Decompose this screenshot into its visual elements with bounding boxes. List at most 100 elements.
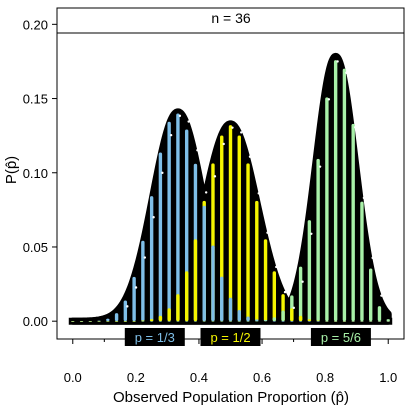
envelope-dot [336,60,339,63]
bar-k20-top [246,163,250,322]
envelope-dot [310,232,313,235]
y-tick-label: 0.10 [23,166,48,181]
bar-k16-inner [211,245,215,322]
bar-k23-inner [272,321,277,322]
bar-k24-inner [281,321,285,322]
envelope-dot [301,280,304,283]
bar-k11-inner [167,321,171,322]
envelope-dot [143,256,147,259]
bar-k27-inner [307,321,312,322]
bar-k11-top [167,121,171,322]
x-axis-label: Observed Population Proportion (p̂) [113,389,349,406]
bar-k28-inner [316,320,320,322]
bar-k7-inner [132,321,136,322]
bar-k23-top [272,271,277,322]
envelope-dot [362,196,366,200]
bar-k12-inner [176,321,180,322]
bar-k2-inner [88,321,92,322]
envelope-dot [222,142,225,146]
y-tick-label: 0.00 [23,314,48,329]
bar-k26-inner [298,315,303,322]
bar-k30-inner [333,321,338,322]
y-tick-label: 0.20 [23,17,48,32]
bar-k15-inner [202,321,206,322]
bar-k3-top [97,320,101,322]
envelope-dot [152,216,155,219]
bar-k21-inner [255,320,259,322]
y-tick-label: 0.05 [23,240,48,255]
bar-k19-inner [237,310,241,322]
envelope-dot [327,98,331,101]
bar-k22-top [263,239,268,322]
envelope-dot [275,265,278,269]
envelope-dot [380,294,383,297]
bar-k34-top [369,268,373,322]
bar-k7-top [132,276,136,322]
bar-k21-top [255,200,259,322]
bar-k25-inner [290,308,294,322]
plot-area: 0.00 0.05 0.10 0.15 0.20 0.0 0.2 0.4 0.6 0.8 1.0 p … [23,7,405,385]
bar-k17-inner [220,321,224,322]
bar-k21-inner [255,319,259,322]
bar-k28-inner [316,321,320,322]
bar-k18-inner [228,321,233,322]
bar-k36-top [386,319,390,322]
bar-k31-inner [342,321,347,322]
bar-k27-inner [307,319,312,322]
bar-k15-inner [202,205,206,322]
envelope-dot [187,120,190,123]
bar-k10-top [158,152,163,322]
x-tick-label: 0.6 [253,370,271,385]
bar-k10-inner [158,315,163,322]
bar-k34-inner [369,321,373,322]
bar-k4-inner [106,321,110,322]
bar-k19-top [237,135,241,322]
x-tick-label: 0.0 [64,370,82,385]
bar-k32-top [351,123,355,322]
x-tick-label: 0.4 [190,370,208,385]
envelope-dot [169,133,173,137]
legend-label: p = 1/2 [210,330,250,345]
chart-labels: n = 36 Observed Population Proportion (p… [3,10,349,406]
bar-k31-top [342,68,347,322]
bar-k8-inner [141,320,145,322]
bar-k11-inner [167,308,171,322]
envelope-dot [345,71,348,75]
envelope-dot [126,305,129,308]
envelope-dot [134,286,138,289]
envelope-dot [213,175,217,178]
bar-k16-inner [211,321,215,322]
bar-k24-inner [281,310,285,322]
x-tick-label: 0.8 [316,370,334,385]
bar-k5-top [114,313,119,322]
bar-k23-inner [272,317,277,322]
bar-k35-inner [377,321,382,322]
bar-k4-top [106,318,110,322]
bar-k3-inner [97,321,101,322]
bar-k26-inner [298,321,303,322]
bar-k22-inner [263,320,268,322]
bar-k9-inner [149,319,154,322]
bar-k28-top [316,158,320,322]
envelope-dot [231,126,234,129]
bar-k13-inner [184,321,189,322]
bar-k17-inner [220,276,224,322]
bar-k33-inner [360,321,364,322]
bar-k14-inner [193,321,198,322]
chart-title: n = 36 [211,10,251,26]
bar-k26-top [298,266,303,322]
bar-k27-top [307,220,312,322]
envelope-dot [257,192,260,195]
bar-k30-top [333,60,338,322]
bar-k10-inner [158,321,163,322]
bar-k35-top [377,306,382,322]
bar-k8-inner [141,321,145,322]
bar-k32-inner [351,321,355,322]
bar-k13-inner [184,271,189,322]
legend-label: p = 1/3 [135,330,175,345]
envelope-dot [161,171,164,175]
bar-k9-top [149,196,154,322]
x-tick-label: 0.2 [127,370,145,385]
bar-k20-inner [246,321,250,322]
